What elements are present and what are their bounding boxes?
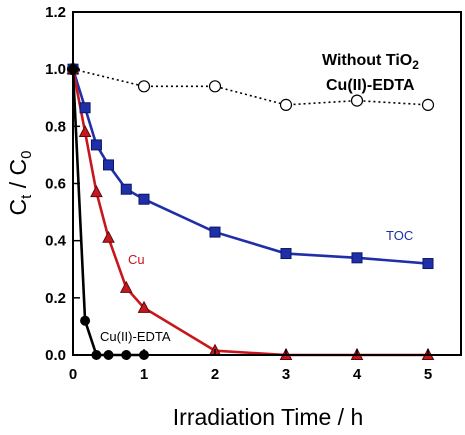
y-tick-label: 0.2: [45, 290, 66, 307]
x-tick-label: 2: [211, 366, 219, 383]
y-axis-ticks: 0.0 0.2 0.4 0.6 0.8 1.0 1.2: [45, 4, 80, 364]
y-tick-label: 0.0: [45, 347, 66, 364]
x-tick-label: 1: [140, 366, 148, 383]
x-tick-label: 3: [282, 366, 290, 383]
data-point-toc: [90, 139, 102, 151]
y-tick-label: 0.8: [45, 118, 66, 135]
data-point-toc: [138, 193, 150, 205]
annotation-toc: TOC: [386, 228, 413, 243]
data-point-cu: [119, 280, 133, 293]
y-axis-title-mid: / C: [5, 159, 31, 195]
x-tick-label: 4: [353, 366, 362, 383]
data-point-toc: [422, 258, 434, 270]
data-point-cu: [78, 124, 92, 138]
y-tick-label: 1.0: [45, 61, 66, 78]
data-point-toc: [103, 159, 114, 171]
annotation-cu: Cu: [128, 252, 145, 267]
data-point-cu: [137, 300, 151, 313]
y-tick-label: 0.6: [45, 176, 66, 193]
plot-lines: [71, 68, 429, 357]
y-axis-title: Ct / C0: [5, 151, 35, 216]
data-point-toc: [280, 248, 292, 260]
annotation-cu-edta-top: Cu(II)-EDTA: [326, 77, 415, 94]
series-line-toc: [71, 68, 429, 265]
x-tick-label: 0: [69, 366, 77, 383]
data-point-without-tio2-cu-ii-edta: [421, 98, 435, 111]
data-point-cu: [102, 230, 115, 243]
y-tick-label: 1.2: [45, 4, 66, 21]
x-axis-ticks: 0 1 2 3 4 5: [69, 349, 432, 383]
x-tick-label: 5: [424, 366, 432, 383]
data-point-cu-ii-edta: [80, 315, 91, 326]
data-point-without-tio2-cu-ii-edta: [137, 80, 151, 93]
series-line-cu: [71, 68, 428, 357]
data-point-without-tio2-cu-ii-edta: [350, 94, 364, 107]
y-tick-label: 0.4: [45, 233, 67, 250]
series-line-without-tio2-cu-ii-edta: [72, 68, 429, 106]
y-axis-title-c: C: [5, 199, 31, 216]
data-point-without-tio2-cu-ii-edta: [279, 98, 293, 111]
plot-markers: [66, 62, 435, 360]
data-point-cu: [90, 184, 103, 198]
data-point-toc: [209, 226, 221, 238]
annotation-without-tio2: Without TiO2: [322, 52, 419, 72]
x-axis-title: Irradiation Time / h: [173, 404, 363, 430]
data-point-without-tio2-cu-ii-edta: [208, 80, 222, 93]
data-point-toc: [79, 102, 91, 114]
y-axis-title-sub-t: t: [18, 194, 35, 199]
y-axis-title-sub-0: 0: [18, 151, 35, 159]
data-point-toc: [351, 252, 363, 264]
annotation-cu-edta: Cu(II)-EDTA: [100, 329, 171, 344]
data-point-toc: [120, 183, 132, 195]
